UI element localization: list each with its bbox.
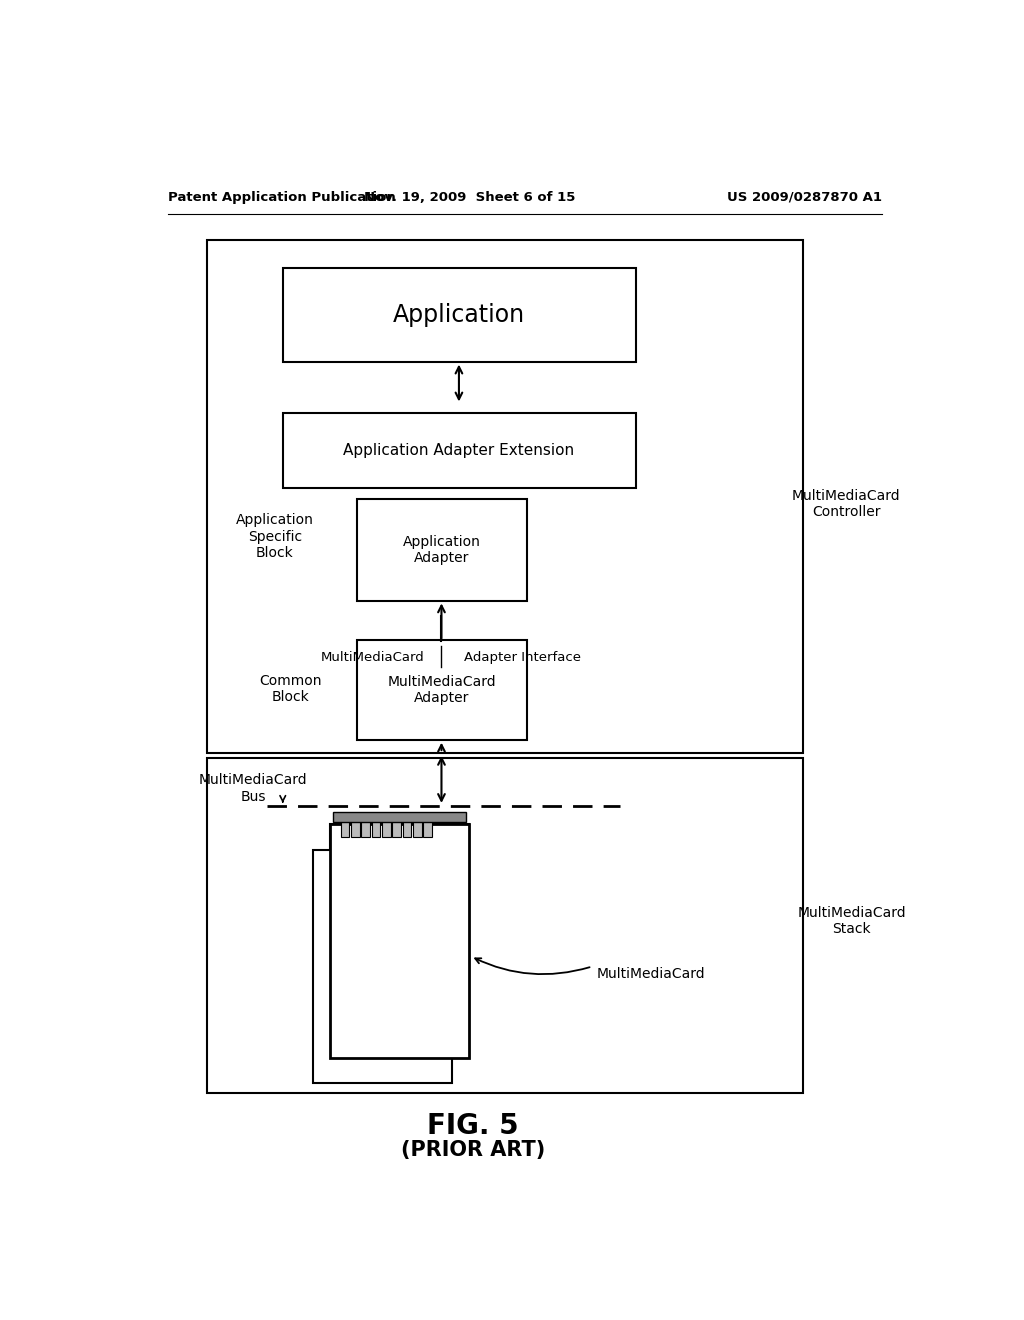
Bar (372, 818, 380, 837)
Bar (283, 268, 636, 362)
Text: MultiMediaCard
Stack: MultiMediaCard Stack (798, 906, 906, 936)
Text: MultiMediaCard
Adapter: MultiMediaCard Adapter (387, 675, 496, 705)
Bar (356, 499, 527, 601)
Bar (236, 631, 723, 748)
Text: MultiMediaCard: MultiMediaCard (596, 966, 705, 981)
Bar (341, 818, 349, 837)
Text: Common
Block: Common Block (259, 675, 322, 704)
Bar (413, 818, 422, 837)
Bar (331, 824, 469, 1057)
Text: Application
Adapter: Application Adapter (402, 535, 480, 565)
Bar (351, 818, 359, 837)
Text: (PRIOR ART): (PRIOR ART) (401, 1140, 546, 1160)
Text: Adapter Interface: Adapter Interface (464, 651, 581, 664)
Bar (356, 640, 527, 739)
Text: US 2009/0287870 A1: US 2009/0287870 A1 (727, 190, 882, 203)
Text: Nov. 19, 2009  Sheet 6 of 15: Nov. 19, 2009 Sheet 6 of 15 (364, 190, 574, 203)
Bar (333, 812, 466, 822)
Bar (331, 824, 469, 1057)
Bar (382, 818, 391, 837)
Text: FIG. 5: FIG. 5 (427, 1111, 519, 1140)
Text: Application
Specific
Block: Application Specific Block (236, 513, 313, 560)
Bar (313, 850, 452, 1084)
Bar (402, 818, 412, 837)
Bar (423, 818, 432, 837)
Bar (392, 818, 401, 837)
Bar (361, 818, 370, 837)
Text: Application: Application (393, 302, 525, 327)
Text: Patent Application Publication: Patent Application Publication (168, 190, 395, 203)
Text: MultiMediaCard
Controller: MultiMediaCard Controller (792, 488, 900, 519)
Text: MultiMediaCard: MultiMediaCard (321, 651, 424, 664)
Text: MultiMediaCard
Bus: MultiMediaCard Bus (199, 774, 307, 804)
Bar (207, 240, 803, 752)
Bar (236, 404, 723, 615)
Text: Application Adapter Extension: Application Adapter Extension (343, 442, 574, 458)
Bar (207, 758, 803, 1093)
Bar (283, 413, 636, 487)
